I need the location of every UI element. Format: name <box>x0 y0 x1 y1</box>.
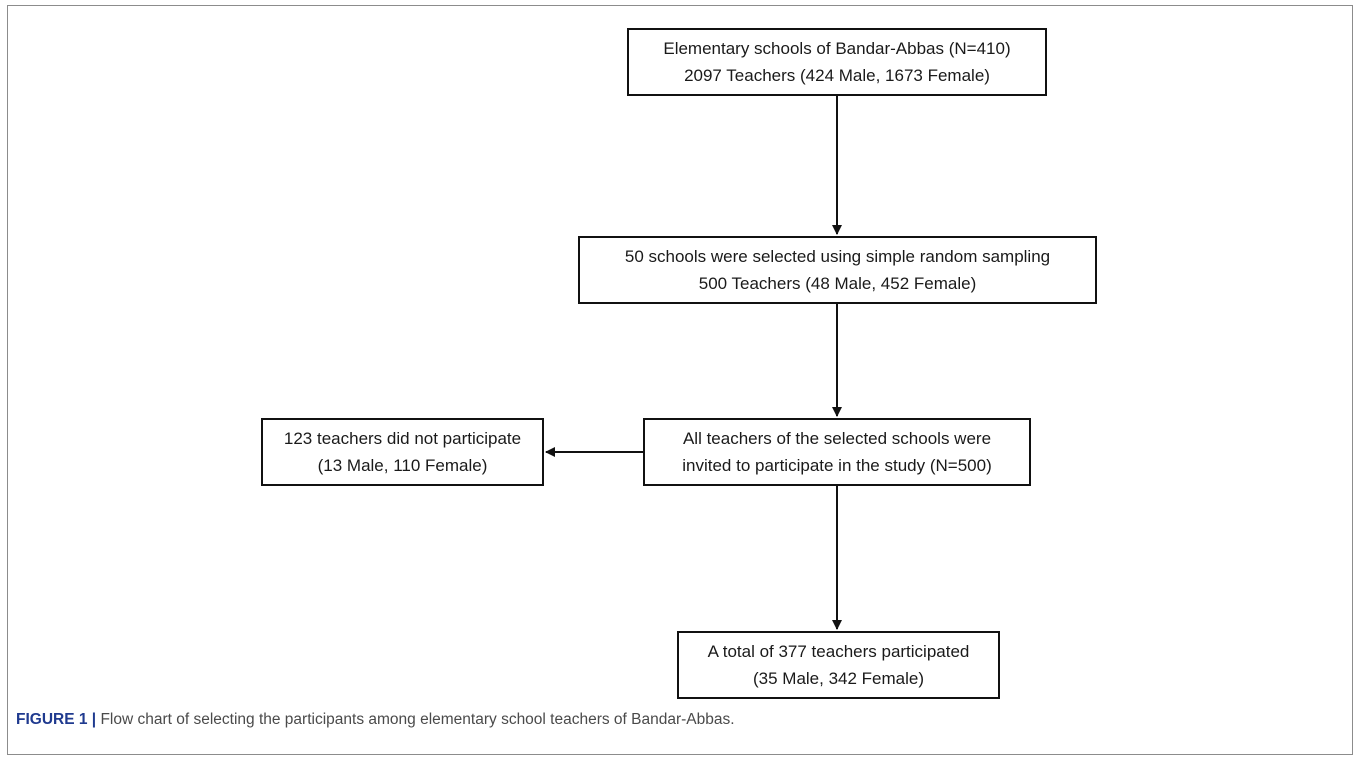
node-elementary-schools: Elementary schools of Bandar-Abbas (N=41… <box>627 28 1047 96</box>
node-participants-total: A total of 377 teachers participated (35… <box>677 631 1000 699</box>
node-participated-line-1: A total of 377 teachers participated <box>707 642 970 661</box>
node-non-participants: 123 teachers did not participate (13 Mal… <box>261 418 544 486</box>
figure-caption-label: FIGURE 1 | <box>16 711 97 728</box>
node-invited-line-1: All teachers of the selected schools wer… <box>682 429 992 448</box>
node-participated-line-2: (35 Male, 342 Female) <box>752 669 925 688</box>
node-selected-line-1: 50 schools were selected using simple ra… <box>624 247 1051 266</box>
figure-frame <box>7 5 1353 755</box>
node-schools-line-1: Elementary schools of Bandar-Abbas (N=41… <box>663 39 1011 58</box>
figure-caption: FIGURE 1 | Flow chart of selecting the p… <box>16 711 735 729</box>
node-selected-line-2: 500 Teachers (48 Male, 452 Female) <box>698 274 977 293</box>
node-excluded-line-2: (13 Male, 110 Female) <box>317 456 488 475</box>
node-invited-teachers: All teachers of the selected schools wer… <box>643 418 1031 486</box>
figure-caption-text: Flow chart of selecting the participants… <box>96 711 735 728</box>
node-schools-line-2: 2097 Teachers (424 Male, 1673 Female) <box>684 66 990 85</box>
node-invited-line-2: invited to participate in the study (N=5… <box>682 456 992 475</box>
node-excluded-line-1: 123 teachers did not participate <box>283 429 522 448</box>
node-selected-schools: 50 schools were selected using simple ra… <box>578 236 1097 304</box>
